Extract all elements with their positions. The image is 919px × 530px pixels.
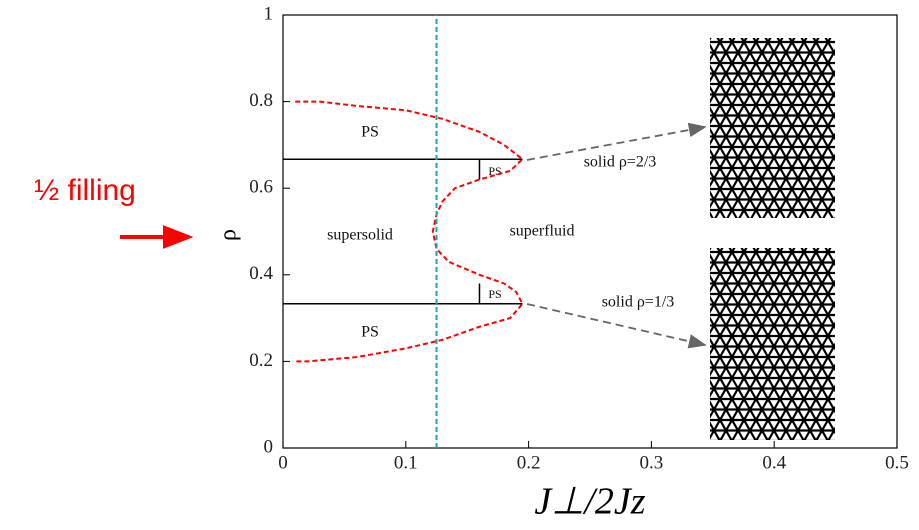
annotation: supersolid bbox=[327, 227, 393, 244]
x-tick-label: 0.5 bbox=[885, 452, 909, 473]
arrow bbox=[120, 225, 194, 249]
annotation: solid ρ=2/3 bbox=[584, 154, 657, 171]
arrow bbox=[526, 122, 707, 161]
x-tick-label: 0.3 bbox=[640, 452, 664, 473]
lattice-upper bbox=[710, 38, 835, 218]
x-tick-label: 0.4 bbox=[762, 452, 786, 473]
annotation: PS bbox=[488, 287, 501, 301]
annotation: PS bbox=[361, 124, 379, 141]
x-tick-label: 0.2 bbox=[517, 452, 541, 473]
y-axis-label: ρ bbox=[216, 229, 242, 241]
y-tick-label: 0.8 bbox=[249, 90, 273, 111]
x-axis-label: J⊥/2Jz bbox=[534, 481, 645, 523]
x-tick-label: 0.1 bbox=[394, 452, 418, 473]
y-tick-label: 1 bbox=[264, 3, 274, 24]
lattice-lower bbox=[710, 248, 835, 440]
series-line bbox=[295, 100, 524, 363]
y-tick-label: 0.4 bbox=[249, 263, 273, 284]
x-tick-label: 0 bbox=[278, 452, 288, 473]
annotation: solid ρ=1/3 bbox=[602, 294, 675, 311]
y-tick-label: 0.6 bbox=[249, 177, 273, 198]
plot-frame bbox=[282, 14, 898, 449]
annotation: ½ filling bbox=[34, 174, 136, 207]
y-tick-label: 0.2 bbox=[249, 350, 273, 371]
annotation: superfluid bbox=[510, 223, 575, 240]
arrow bbox=[526, 303, 707, 349]
annotation: PS bbox=[361, 324, 379, 341]
y-tick-label: 0 bbox=[264, 436, 274, 457]
